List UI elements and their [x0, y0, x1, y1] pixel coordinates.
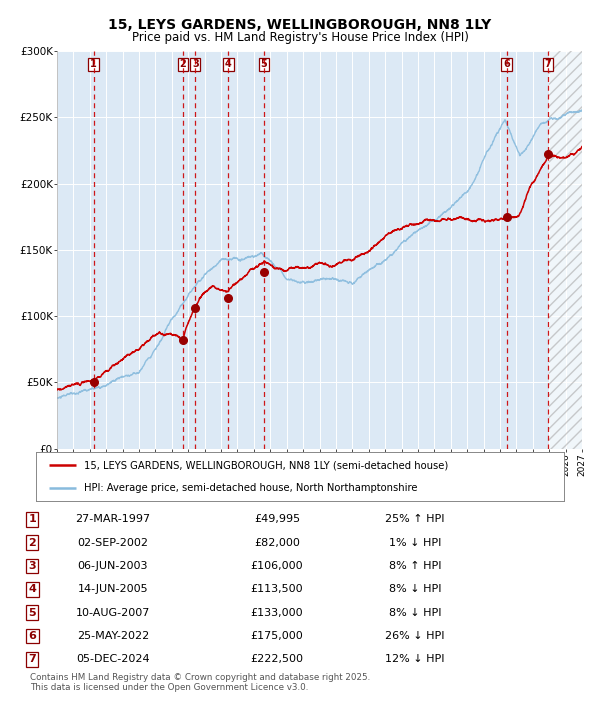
Text: 8% ↑ HPI: 8% ↑ HPI	[389, 561, 442, 571]
Text: This data is licensed under the Open Government Licence v3.0.: This data is licensed under the Open Gov…	[30, 682, 308, 692]
Text: 05-DEC-2024: 05-DEC-2024	[76, 655, 149, 665]
Text: 4: 4	[28, 584, 36, 594]
Text: 1% ↓ HPI: 1% ↓ HPI	[389, 537, 442, 547]
Text: 5: 5	[28, 608, 36, 618]
Text: 02-SEP-2002: 02-SEP-2002	[77, 537, 148, 547]
Text: 14-JUN-2005: 14-JUN-2005	[77, 584, 148, 594]
Text: Price paid vs. HM Land Registry's House Price Index (HPI): Price paid vs. HM Land Registry's House …	[131, 31, 469, 43]
Text: 10-AUG-2007: 10-AUG-2007	[76, 608, 150, 618]
Text: 12% ↓ HPI: 12% ↓ HPI	[385, 655, 445, 665]
Text: 15, LEYS GARDENS, WELLINGBOROUGH, NN8 1LY: 15, LEYS GARDENS, WELLINGBOROUGH, NN8 1L…	[109, 18, 491, 33]
Text: 1: 1	[90, 60, 97, 70]
Text: 5: 5	[260, 60, 267, 70]
Text: £175,000: £175,000	[251, 631, 304, 641]
Text: £133,000: £133,000	[251, 608, 303, 618]
Text: 4: 4	[225, 60, 232, 70]
Text: Contains HM Land Registry data © Crown copyright and database right 2025.: Contains HM Land Registry data © Crown c…	[30, 672, 370, 682]
Text: HPI: Average price, semi-detached house, North Northamptonshire: HPI: Average price, semi-detached house,…	[83, 484, 417, 493]
Text: 3: 3	[192, 60, 199, 70]
Text: 25% ↑ HPI: 25% ↑ HPI	[385, 514, 445, 524]
Text: 6: 6	[503, 60, 510, 70]
Text: 06-JUN-2003: 06-JUN-2003	[77, 561, 148, 571]
Text: 2: 2	[179, 60, 186, 70]
Text: £106,000: £106,000	[251, 561, 303, 571]
Text: 27-MAR-1997: 27-MAR-1997	[75, 514, 151, 524]
Text: 7: 7	[545, 60, 551, 70]
Text: £49,995: £49,995	[254, 514, 300, 524]
Text: 8% ↓ HPI: 8% ↓ HPI	[389, 584, 442, 594]
Text: 15, LEYS GARDENS, WELLINGBOROUGH, NN8 1LY (semi-detached house): 15, LEYS GARDENS, WELLINGBOROUGH, NN8 1L…	[83, 460, 448, 470]
Text: £82,000: £82,000	[254, 537, 300, 547]
Text: 7: 7	[28, 655, 36, 665]
Text: £222,500: £222,500	[250, 655, 304, 665]
Text: 8% ↓ HPI: 8% ↓ HPI	[389, 608, 442, 618]
Text: 25-MAY-2022: 25-MAY-2022	[77, 631, 149, 641]
Bar	[549, 51, 582, 449]
Text: 26% ↓ HPI: 26% ↓ HPI	[385, 631, 445, 641]
Text: 3: 3	[28, 561, 36, 571]
Text: 6: 6	[28, 631, 36, 641]
Text: £113,500: £113,500	[251, 584, 303, 594]
Text: 1: 1	[28, 514, 36, 524]
Text: 2: 2	[28, 537, 36, 547]
